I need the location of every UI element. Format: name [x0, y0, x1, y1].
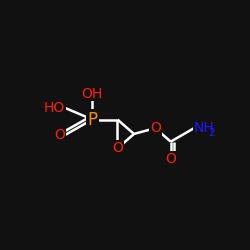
Text: OH: OH [82, 86, 103, 101]
Text: 2: 2 [208, 128, 215, 138]
Text: NH: NH [194, 121, 215, 135]
Text: O: O [54, 128, 65, 142]
Text: O: O [150, 121, 161, 135]
Text: O: O [112, 142, 123, 156]
Text: HO: HO [44, 101, 65, 115]
Text: P: P [87, 110, 97, 128]
Text: O: O [165, 152, 176, 166]
